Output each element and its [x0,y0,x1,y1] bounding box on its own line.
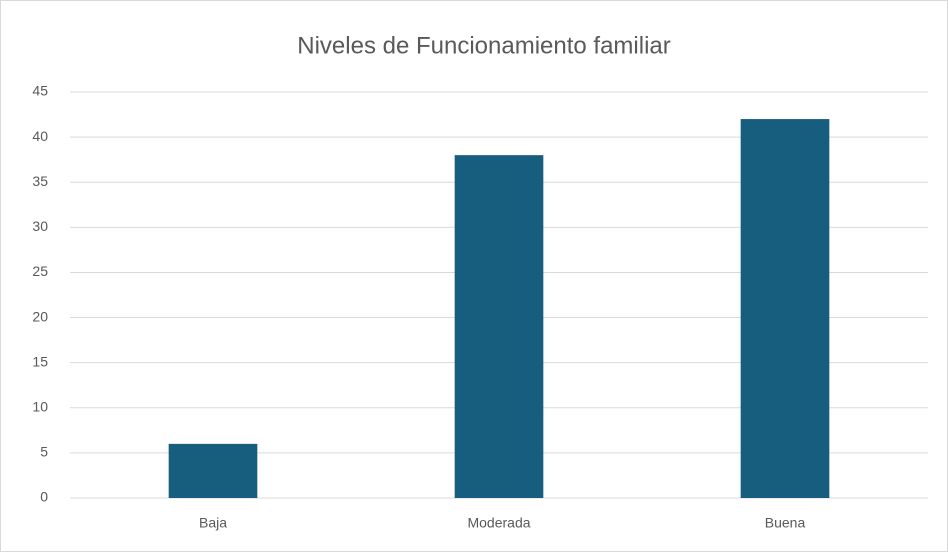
y-tick-label: 30 [32,218,48,234]
y-tick-label: 45 [32,83,48,99]
x-tick-label: Baja [199,515,227,531]
y-tick-label: 35 [32,173,48,189]
y-tick-label: 0 [40,489,48,505]
y-tick-label: 10 [32,398,48,414]
bar [168,443,258,498]
x-tick-label: Buena [765,515,806,531]
y-tick-label: 40 [32,128,48,144]
y-tick-label: 25 [32,263,48,279]
chart-title: Niveles de Funcionamiento familiar [297,32,671,59]
bar [740,119,830,499]
y-tick-label: 5 [40,444,48,460]
y-tick-label: 15 [32,353,48,369]
bar [454,155,544,498]
x-tick-label: Moderada [467,515,530,531]
y-tick-label: 20 [32,308,48,324]
